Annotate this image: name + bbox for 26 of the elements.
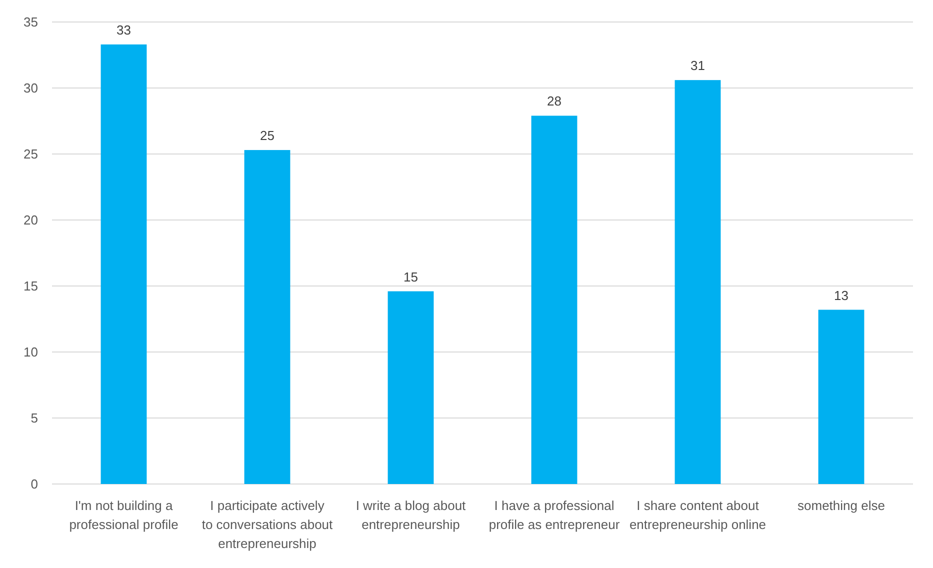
bar	[674, 80, 721, 484]
data-label: 31	[690, 58, 705, 74]
data-label: 28	[547, 94, 562, 109]
x-tick-label: I have a professional profile as entrepreneur	[488, 498, 620, 532]
y-tick-label: 25	[24, 146, 38, 162]
x-tick-label: I'm not building a professional profile	[69, 498, 178, 532]
y-tick-label: 10	[24, 344, 38, 360]
y-tick-label: 30	[24, 80, 38, 96]
bar	[531, 116, 578, 484]
y-tick-label: 0	[30, 476, 38, 492]
data-label: 25	[260, 128, 274, 144]
bar	[244, 150, 290, 484]
data-label: 13	[834, 288, 848, 303]
data-label: 15	[404, 269, 418, 284]
bar	[388, 291, 434, 484]
x-tick-label: I participate actively to conversations about entrepreneurship	[202, 498, 334, 551]
x-tick-label: I write a blog about entrepreneurship	[356, 498, 466, 532]
y-tick-label: 20	[24, 212, 38, 228]
bar	[100, 44, 147, 484]
y-tick-label: 5	[30, 410, 38, 426]
x-tick-label: something else	[798, 498, 885, 513]
data-label: 33	[116, 22, 131, 38]
y-tick-label: 35	[24, 14, 38, 30]
y-tick-label: 15	[24, 278, 38, 294]
bar	[818, 310, 864, 484]
x-tick-label: I share content about entrepreneurship online	[629, 498, 766, 532]
